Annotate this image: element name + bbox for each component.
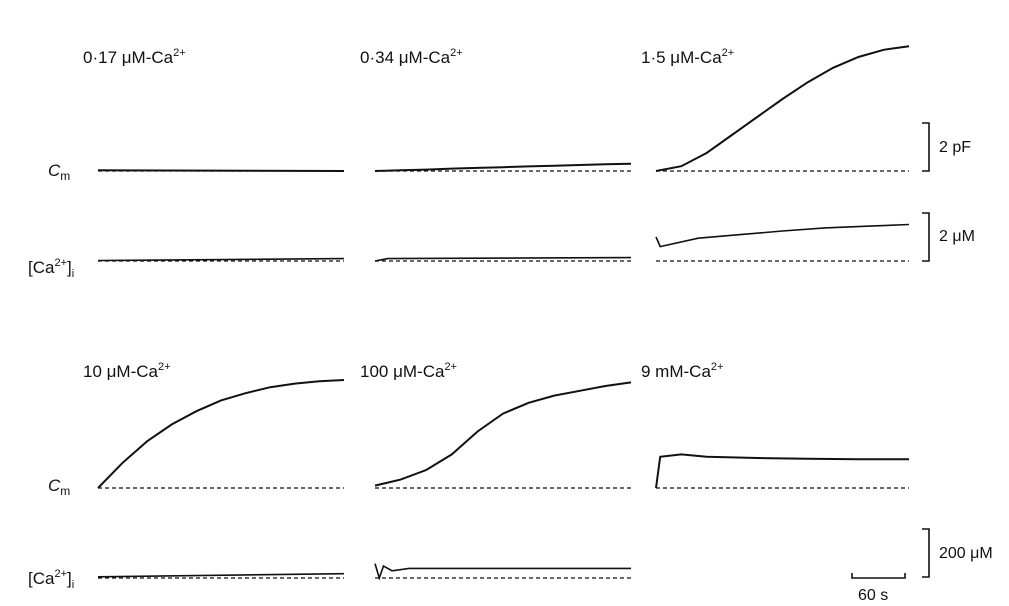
panel-title-3: 1·5 μM-Ca2+ <box>641 47 734 67</box>
panels-group: 0·17 μM-Ca2+ 0·34 μM-Ca2+ 1·5 μM-Ca2+ 10 μM… <box>83 45 910 581</box>
cm-label-top: Cm <box>48 161 70 183</box>
scale-bar-200um <box>922 528 930 578</box>
ca-trace-4 <box>97 572 345 578</box>
panel-title-2: 0·34 μM-Ca2+ <box>360 47 463 67</box>
scale-label-2um: 2 μM <box>939 228 975 245</box>
scale-bar-2pf <box>922 122 930 172</box>
ca-trace-2 <box>374 256 632 262</box>
panel-title-5: 100 μM-Ca2+ <box>360 361 457 381</box>
ca-trace-3 <box>655 223 910 248</box>
cm-trace-1 <box>97 169 345 172</box>
cm-trace-4 <box>97 379 345 489</box>
ca-trace-5 <box>374 563 631 581</box>
panel-title-4: 10 μM-Ca2+ <box>83 361 171 381</box>
cm-trace-3 <box>655 45 910 172</box>
scale-bar-time <box>851 573 906 579</box>
ca-label-top: [Ca2+]i <box>28 257 74 280</box>
panel-title-1: 0·17 μM-Ca2+ <box>83 47 186 67</box>
cm-trace-5 <box>374 381 632 487</box>
scale-label-200um: 200 μM <box>939 545 993 562</box>
scale-label-2pf: 2 pF <box>939 139 971 156</box>
ca-label-bottom: [Ca2+]i <box>28 568 74 591</box>
cm-trace-2 <box>374 162 632 172</box>
scale-label-time: 60 s <box>858 587 888 604</box>
cm-trace-6 <box>655 453 909 489</box>
ca-trace-1 <box>97 257 345 262</box>
cm-label-bottom: Cm <box>48 476 70 498</box>
panel-title-6: 9 mM-Ca2+ <box>641 361 723 381</box>
scale-bar-2um <box>922 212 930 262</box>
